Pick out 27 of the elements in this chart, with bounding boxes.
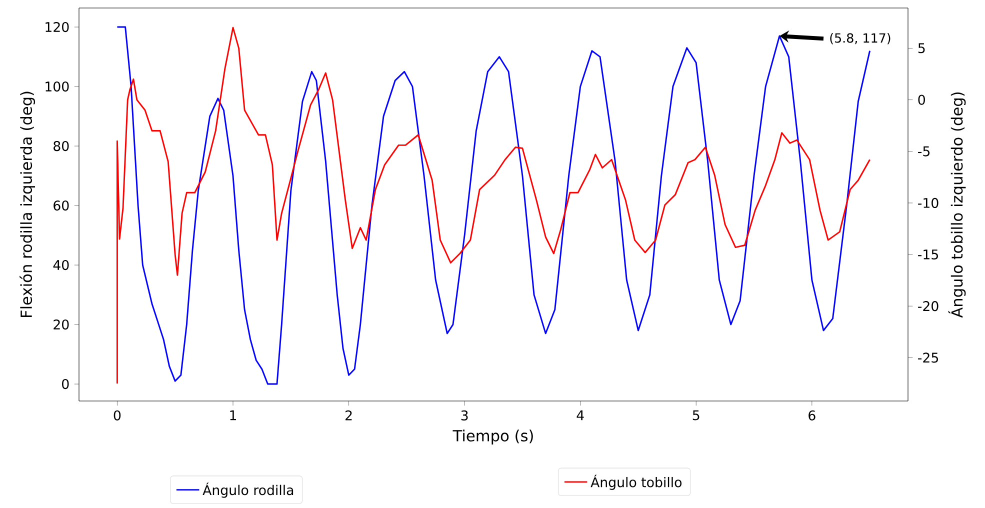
y-tick-label: 100 (46, 81, 69, 92)
y-tick-label: 80 (54, 140, 69, 152)
annotation: (5.8, 117) (830, 32, 890, 44)
y-tick-label: 60 (54, 200, 69, 211)
x-tick-label: 5 (692, 410, 700, 420)
x-tick-label: 6 (808, 410, 816, 420)
y2-tick-label: -20 (918, 301, 938, 312)
y-tick-label: 120 (46, 22, 69, 32)
x-axis-title: Tiempo (s) (452, 430, 533, 444)
y2-tick-label: 5 (918, 43, 925, 54)
y2-tick-label: -10 (918, 198, 938, 208)
y-axis-title: Flexión rodilla izquierda (deg) (20, 92, 36, 318)
x-tick-label: 2 (346, 410, 352, 420)
y2-axis-title: Ángulo tobillo izquierdo (deg) (948, 92, 966, 318)
y-tick-label: 20 (54, 319, 69, 330)
x-tick-label: 0 (114, 410, 121, 420)
y-tick-label: 0 (62, 378, 69, 390)
y2-tick-label: -25 (918, 352, 938, 363)
legend-label: Ángulo rodilla (202, 482, 294, 498)
x-tick-label: 4 (576, 410, 584, 420)
y2-tick-label: -15 (918, 250, 938, 260)
x-tick-label: 1 (230, 410, 236, 420)
x-tick-label: 3 (461, 410, 468, 420)
y2-tick-label: -5 (918, 146, 930, 156)
y2-tick-label: 0 (918, 94, 925, 105)
legend-label: Ángulo tobillo (590, 474, 682, 490)
y-tick-label: 40 (53, 260, 69, 270)
